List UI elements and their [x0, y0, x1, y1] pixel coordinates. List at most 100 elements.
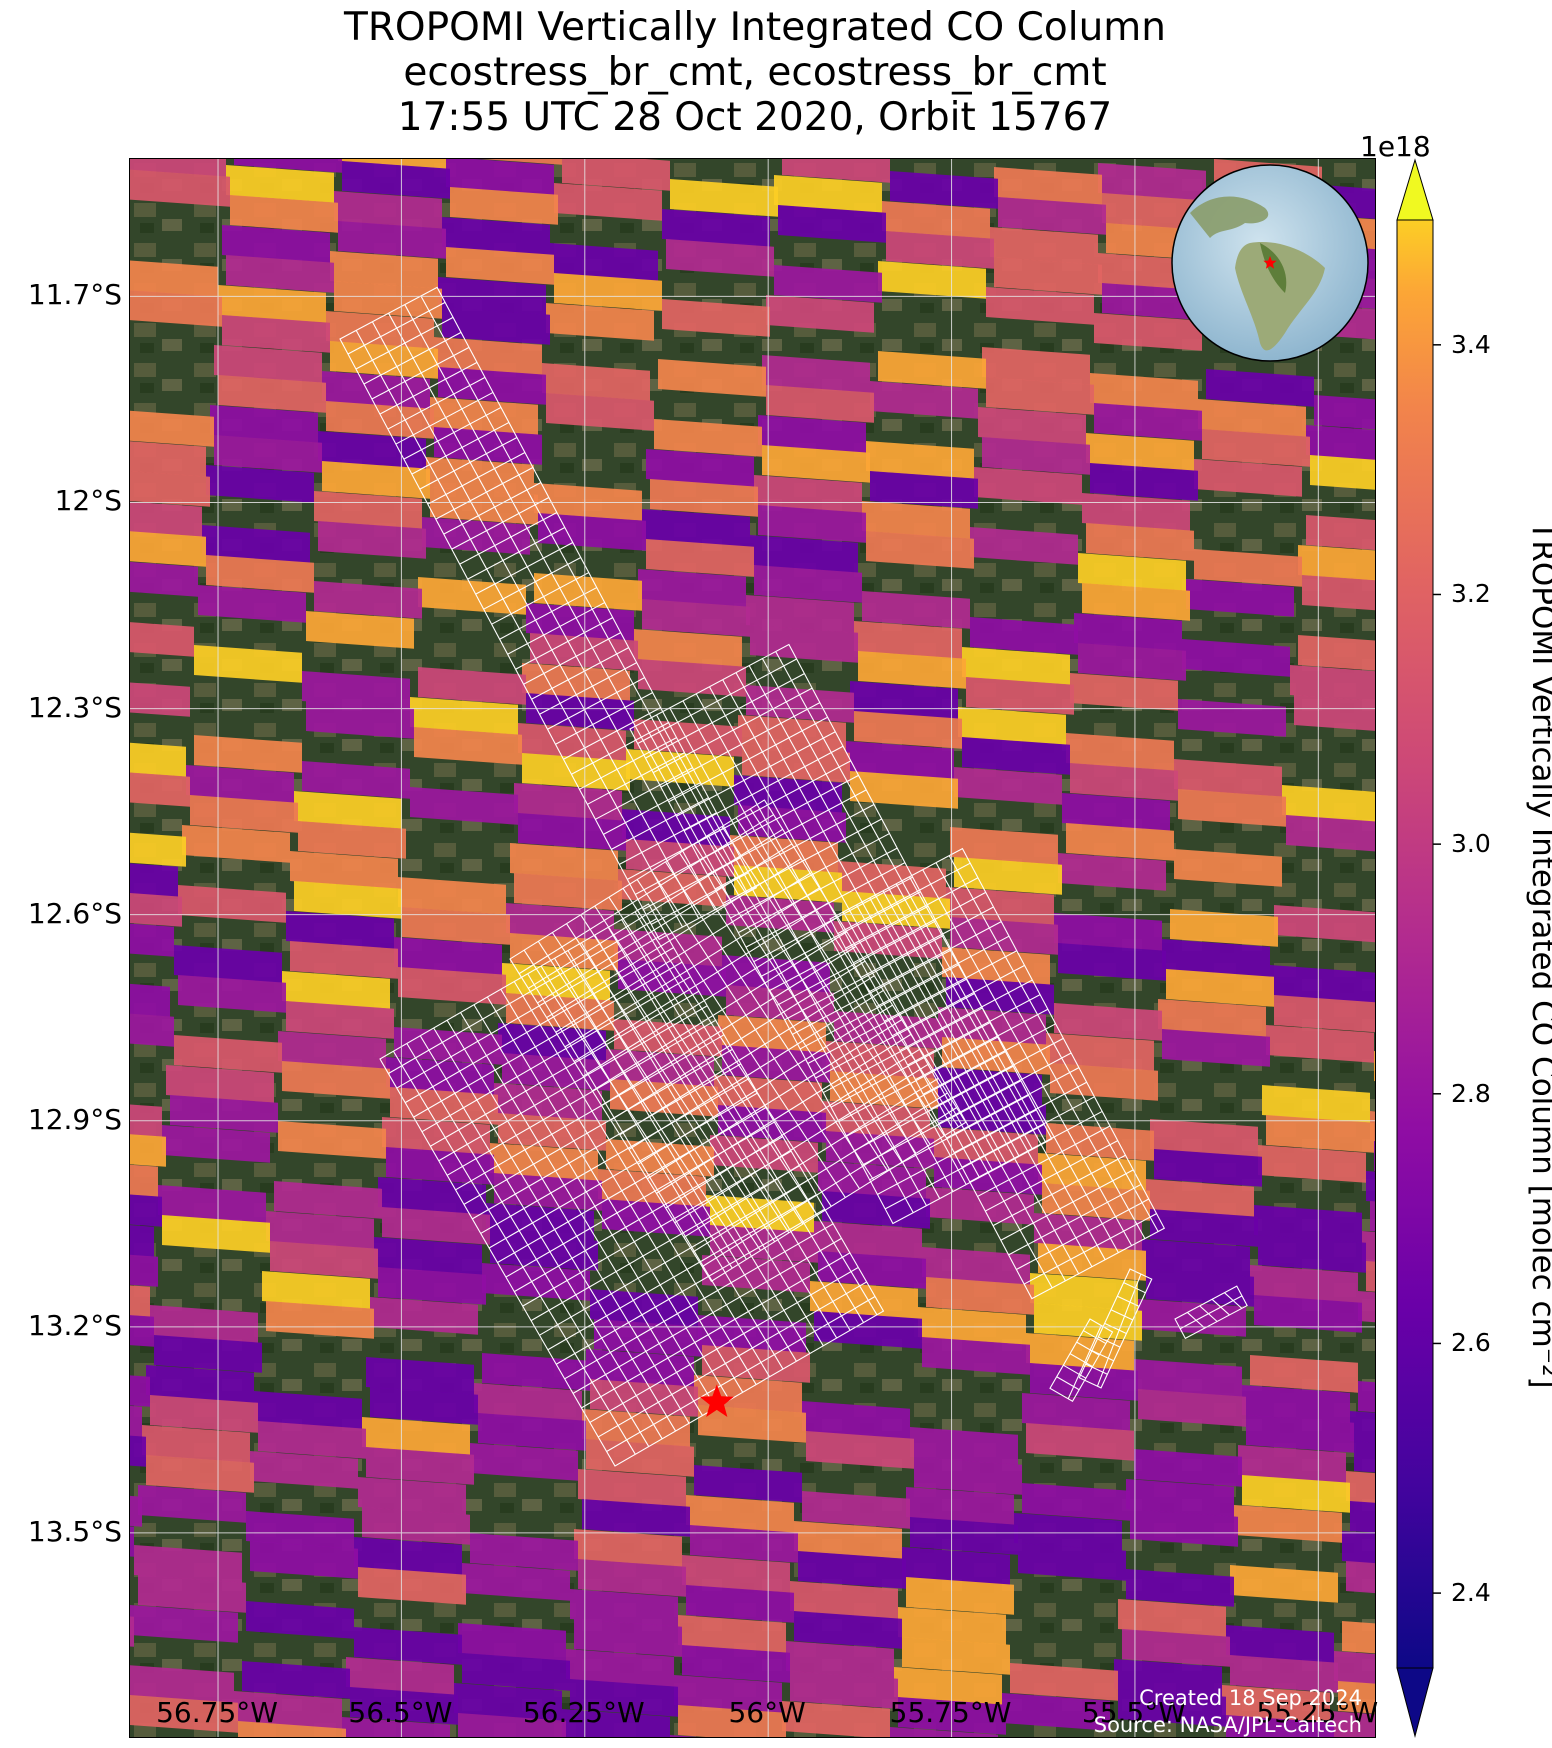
- co-pixel: [610, 1079, 718, 1117]
- co-pixel: [1274, 995, 1375, 1033]
- lon-tick-label: 56.5°W: [348, 1696, 453, 1729]
- lon-tick-label: 55.5°W: [1081, 1696, 1186, 1729]
- co-pixel: [478, 1413, 586, 1451]
- co-pixel: [146, 1365, 254, 1403]
- co-pixel: [182, 825, 290, 863]
- co-pixel: [994, 167, 1102, 205]
- co-pixel: [1298, 635, 1375, 671]
- co-pixel: [370, 1297, 478, 1335]
- co-pixel: [1374, 1051, 1375, 1082]
- co-pixel: [1058, 853, 1166, 891]
- co-pixel: [206, 555, 314, 593]
- co-pixel: [986, 377, 1094, 415]
- co-pixel: [918, 1307, 1026, 1345]
- co-pixel: [434, 337, 542, 375]
- co-pixel: [370, 1387, 478, 1425]
- co-pixel: [130, 1526, 134, 1557]
- co-pixel: [1246, 1415, 1354, 1453]
- co-pixel: [882, 201, 990, 239]
- colorbar-tick-label: 3.4: [1451, 329, 1491, 359]
- map-canvas: [130, 159, 1375, 1737]
- co-pixel: [202, 525, 310, 563]
- co-pixel: [890, 1727, 998, 1737]
- co-pixel: [554, 273, 662, 311]
- colorbar-tick-label: 2.8: [1451, 1078, 1491, 1108]
- co-pixel: [894, 1667, 1002, 1705]
- co-pixel: [1266, 1115, 1374, 1153]
- co-pixel: [1174, 849, 1282, 887]
- co-pixel: [1094, 403, 1202, 441]
- co-pixel: [1330, 1711, 1375, 1737]
- co-pixel: [1154, 1149, 1262, 1187]
- co-pixel: [150, 1395, 258, 1433]
- co-pixel: [1270, 965, 1375, 1003]
- co-pixel: [886, 231, 994, 269]
- lat-tick-label: 13.2°S: [27, 1308, 122, 1342]
- co-pixel: [666, 239, 774, 277]
- co-pixel: [526, 603, 634, 641]
- co-pixel: [130, 1495, 142, 1527]
- co-pixel: [246, 1601, 354, 1639]
- co-pixel: [1090, 463, 1198, 501]
- co-pixel: [1286, 815, 1375, 852]
- co-pixel: [130, 923, 174, 957]
- co-pixel: [214, 345, 322, 383]
- co-pixel: [758, 415, 866, 453]
- co-pixel: [222, 315, 330, 353]
- co-pixel: [494, 1083, 602, 1121]
- co-pixel: [314, 581, 422, 619]
- co-pixel: [394, 937, 502, 975]
- co-pixel: [1042, 1183, 1150, 1221]
- co-pixel: [514, 873, 622, 911]
- co-pixel: [342, 161, 450, 199]
- co-pixel: [266, 1301, 374, 1339]
- co-pixel: [1314, 395, 1375, 430]
- co-pixel: [1174, 759, 1282, 797]
- co-pixel: [914, 1457, 1022, 1495]
- co-pixel: [990, 227, 1098, 265]
- co-pixel: [330, 341, 438, 379]
- lon-tick-label: 56.25°W: [522, 1696, 645, 1729]
- co-pixel: [434, 427, 542, 465]
- co-pixel: [450, 187, 558, 225]
- co-pixel: [662, 299, 770, 337]
- co-pixel: [130, 772, 190, 807]
- co-pixel: [1258, 1235, 1366, 1273]
- co-pixel: [922, 1337, 1030, 1375]
- co-pixel: [1346, 1471, 1375, 1504]
- co-pixel: [518, 723, 626, 761]
- co-pixel: [1298, 545, 1375, 581]
- co-pixel: [774, 265, 882, 303]
- co-pixel: [318, 521, 426, 559]
- co-pixel: [950, 827, 1058, 865]
- co-pixel: [130, 1435, 146, 1467]
- co-pixel: [562, 1709, 670, 1737]
- co-pixel: [194, 735, 302, 773]
- co-pixel: [362, 1507, 470, 1545]
- co-pixel: [1050, 1063, 1158, 1101]
- co-pixel: [658, 359, 766, 397]
- co-pixel: [982, 437, 1090, 475]
- co-pixel: [638, 659, 746, 697]
- co-pixel: [1358, 1291, 1375, 1323]
- co-pixel: [458, 1623, 566, 1661]
- co-pixel: [522, 663, 630, 701]
- co-pixel: [518, 813, 626, 851]
- inset-globe: [1171, 164, 1369, 362]
- site-marker-layer: [699, 1384, 734, 1417]
- co-pixel: [218, 285, 326, 323]
- co-pixel: [646, 449, 754, 487]
- co-pixel: [1242, 1385, 1350, 1423]
- co-pixel: [206, 465, 314, 503]
- co-pixel: [286, 911, 394, 949]
- co-pixel: [582, 1499, 690, 1537]
- co-pixel: [130, 290, 222, 327]
- ecostress-footprints: [339, 286, 1248, 1467]
- co-pixel: [754, 565, 862, 603]
- co-pixel: [850, 681, 958, 719]
- co-pixel: [1350, 1411, 1375, 1443]
- co-pixel: [1202, 429, 1310, 467]
- co-pixel: [130, 1013, 174, 1047]
- co-pixel: [130, 1225, 154, 1257]
- co-pixel: [750, 535, 858, 573]
